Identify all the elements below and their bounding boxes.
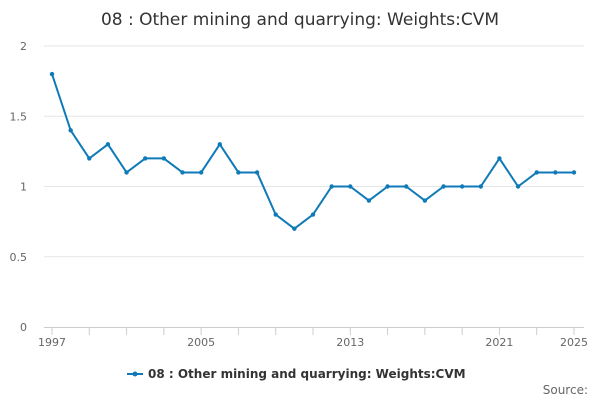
data-point[interactable] xyxy=(180,170,185,175)
data-point[interactable] xyxy=(217,142,222,147)
y-tick-label: 0.5 xyxy=(10,251,28,264)
y-axis: 0 0.5 1 1.5 2 xyxy=(10,40,28,334)
data-point[interactable] xyxy=(422,198,428,203)
data-point[interactable] xyxy=(49,71,55,77)
x-tick-label: 2025 xyxy=(560,336,588,349)
data-point[interactable] xyxy=(385,184,390,189)
x-tick-labels: 1997 2005 2013 2021 2025 xyxy=(38,336,588,349)
data-point[interactable] xyxy=(161,156,167,161)
legend-swatch-marker xyxy=(132,371,138,377)
data-point[interactable] xyxy=(571,170,577,175)
series-layer xyxy=(49,71,577,231)
y-tick-label: 2 xyxy=(20,40,27,53)
data-point[interactable] xyxy=(497,156,502,161)
y-tick-label: 0 xyxy=(20,321,27,334)
x-axis xyxy=(44,327,584,335)
x-tick-label: 2005 xyxy=(187,336,215,349)
data-point[interactable] xyxy=(553,170,558,175)
data-point[interactable] xyxy=(236,170,241,175)
data-point[interactable] xyxy=(478,184,483,189)
x-tick-label: 2013 xyxy=(336,336,364,349)
data-point[interactable] xyxy=(273,212,278,217)
legend[interactable]: 08 : Other mining and quarrying: Weights… xyxy=(127,367,466,381)
data-point[interactable] xyxy=(441,184,446,189)
data-point[interactable] xyxy=(68,128,73,133)
data-point[interactable] xyxy=(105,142,111,147)
x-tick-label: 2021 xyxy=(485,336,513,349)
data-point[interactable] xyxy=(143,156,148,161)
data-point[interactable] xyxy=(366,198,372,203)
data-point[interactable] xyxy=(459,184,465,189)
data-point[interactable] xyxy=(348,184,353,189)
data-point[interactable] xyxy=(254,170,260,175)
data-point[interactable] xyxy=(87,156,92,161)
data-point[interactable] xyxy=(310,212,316,217)
data-point[interactable] xyxy=(404,184,409,189)
data-point[interactable] xyxy=(329,184,334,189)
series-line xyxy=(51,73,574,230)
y-tick-label: 1.5 xyxy=(10,110,28,123)
data-point[interactable] xyxy=(198,170,204,175)
chart-title: 08 : Other mining and quarrying: Weights… xyxy=(101,10,499,30)
source-label: Source: xyxy=(543,383,588,397)
x-tick-label: 1997 xyxy=(38,336,66,349)
data-point[interactable] xyxy=(534,170,539,175)
data-point[interactable] xyxy=(515,184,521,189)
y-tick-label: 1 xyxy=(20,181,27,194)
legend-label: 08 : Other mining and quarrying: Weights… xyxy=(148,367,466,381)
data-point[interactable] xyxy=(292,226,297,231)
data-point[interactable] xyxy=(124,170,129,175)
grid-lines xyxy=(44,45,584,258)
